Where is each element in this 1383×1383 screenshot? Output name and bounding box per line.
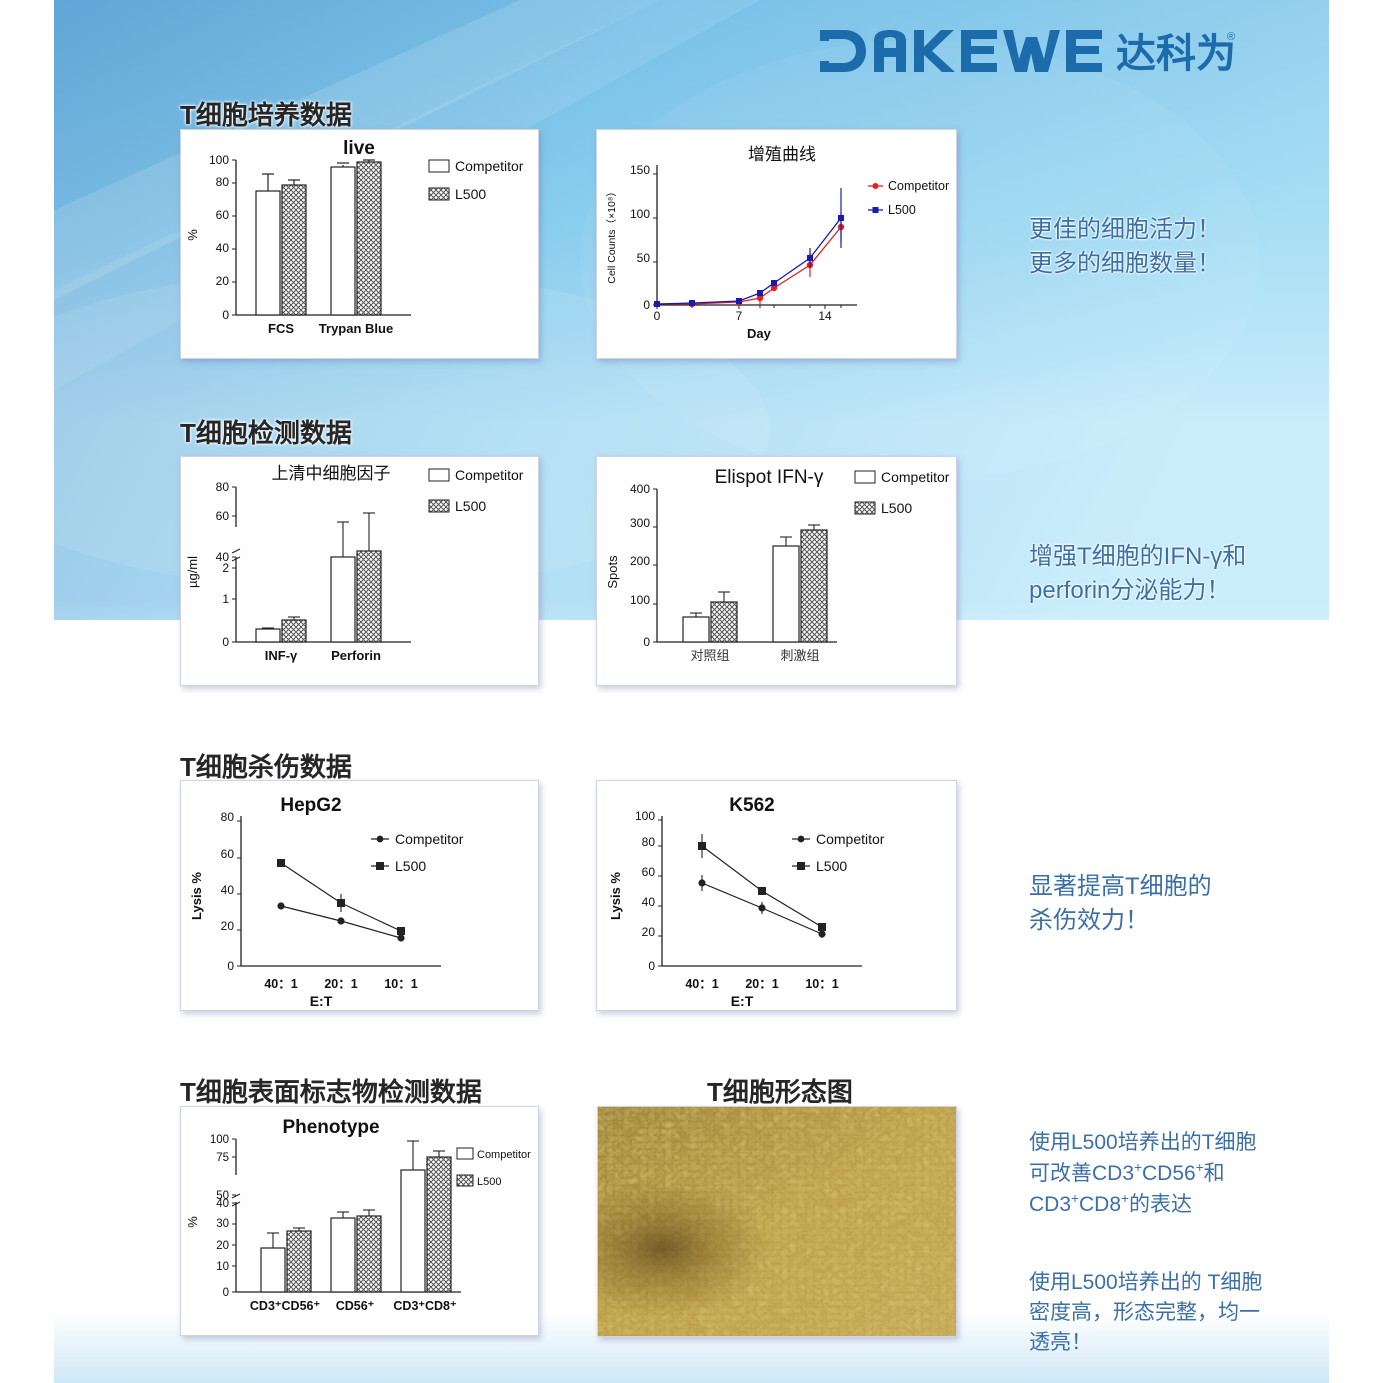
svg-text:CD3⁺CD56⁺: CD3⁺CD56⁺ <box>250 1299 321 1313</box>
svg-text:60: 60 <box>216 509 230 523</box>
svg-text:µg/ml: µg/ml <box>185 556 200 588</box>
svg-text:80: 80 <box>642 835 656 849</box>
svg-text:1: 1 <box>222 592 229 606</box>
svg-text:10：1: 10：1 <box>384 977 417 991</box>
svg-text:0: 0 <box>643 635 650 649</box>
svg-text:300: 300 <box>630 516 650 530</box>
svg-text:2: 2 <box>222 561 229 575</box>
svg-text:live: live <box>343 138 375 159</box>
svg-text:40: 40 <box>216 1198 229 1210</box>
svg-text:100: 100 <box>635 809 655 823</box>
svg-text:30: 30 <box>216 1218 229 1230</box>
svg-text:0: 0 <box>643 298 650 312</box>
svg-text:%: % <box>185 229 200 241</box>
svg-text:40：1: 40：1 <box>685 977 718 991</box>
svg-text:E:T: E:T <box>310 993 333 1009</box>
svg-text:L500: L500 <box>455 498 486 514</box>
svg-text:Cell Counts（×10⁸）: Cell Counts（×10⁸） <box>606 186 618 284</box>
svg-text:60: 60 <box>221 847 235 861</box>
svg-text:上清中细胞因子: 上清中细胞因子 <box>272 464 391 483</box>
svg-text:®: ® <box>1227 31 1235 43</box>
svg-text:20: 20 <box>216 274 230 288</box>
svg-text:%: % <box>185 1216 200 1228</box>
svg-text:K562: K562 <box>729 795 774 816</box>
svg-text:Competitor: Competitor <box>888 179 949 193</box>
svg-text:HepG2: HepG2 <box>280 795 341 816</box>
svg-text:Competitor: Competitor <box>816 831 885 847</box>
svg-text:达科为: 达科为 <box>1116 32 1236 76</box>
svg-text:10: 10 <box>216 1261 229 1273</box>
svg-text:增殖曲线: 增殖曲线 <box>748 145 816 164</box>
svg-text:0: 0 <box>222 308 229 322</box>
svg-text:0: 0 <box>648 959 655 973</box>
svg-text:E:T: E:T <box>731 993 754 1009</box>
svg-text:L500: L500 <box>888 203 916 217</box>
svg-text:Competitor: Competitor <box>455 467 524 483</box>
svg-text:100: 100 <box>630 593 650 607</box>
svg-text:40: 40 <box>642 895 656 909</box>
svg-text:刺激组: 刺激组 <box>780 648 819 663</box>
svg-text:Phenotype: Phenotype <box>282 1117 379 1138</box>
svg-text:Competitor: Competitor <box>477 1149 531 1161</box>
svg-text:Perforin: Perforin <box>331 648 381 663</box>
svg-text:60: 60 <box>216 208 230 222</box>
svg-text:对照组: 对照组 <box>690 648 729 663</box>
svg-text:40: 40 <box>221 883 235 897</box>
svg-text:50: 50 <box>637 251 651 265</box>
svg-text:Lysis %: Lysis % <box>189 872 204 920</box>
svg-text:0: 0 <box>654 309 661 323</box>
svg-text:20：1: 20：1 <box>745 977 778 991</box>
svg-text:0: 0 <box>222 635 229 649</box>
svg-text:CD56⁺: CD56⁺ <box>336 1299 375 1313</box>
svg-text:Day: Day <box>747 326 772 341</box>
svg-text:Competitor: Competitor <box>455 158 524 174</box>
svg-text:0: 0 <box>223 1287 229 1299</box>
svg-text:80: 80 <box>216 480 230 494</box>
svg-text:40: 40 <box>216 241 230 255</box>
svg-text:200: 200 <box>630 554 650 568</box>
svg-text:20: 20 <box>216 1240 229 1252</box>
svg-text:Elispot IFN-γ: Elispot IFN-γ <box>715 467 824 488</box>
svg-text:FCS: FCS <box>268 321 294 336</box>
svg-text:L500: L500 <box>477 1176 501 1188</box>
svg-text:75: 75 <box>216 1152 229 1164</box>
svg-text:Trypan Blue: Trypan Blue <box>319 321 393 336</box>
svg-text:CD3⁺CD8⁺: CD3⁺CD8⁺ <box>393 1299 457 1313</box>
svg-text:Lysis %: Lysis % <box>608 872 623 920</box>
svg-text:INF-γ: INF-γ <box>265 648 298 663</box>
svg-text:80: 80 <box>221 810 235 824</box>
svg-text:L500: L500 <box>455 186 486 202</box>
svg-text:100: 100 <box>630 207 650 221</box>
svg-text:400: 400 <box>630 482 650 496</box>
svg-text:7: 7 <box>736 309 743 323</box>
svg-text:L500: L500 <box>881 500 912 516</box>
svg-text:100: 100 <box>210 1134 229 1146</box>
svg-text:0: 0 <box>227 959 234 973</box>
svg-text:40：1: 40：1 <box>264 977 297 991</box>
svg-text:10：1: 10：1 <box>805 977 838 991</box>
svg-text:L500: L500 <box>395 858 426 874</box>
svg-text:Competitor: Competitor <box>881 469 950 485</box>
svg-text:L500: L500 <box>816 858 847 874</box>
svg-text:100: 100 <box>209 153 229 167</box>
svg-text:20: 20 <box>221 919 235 933</box>
svg-text:150: 150 <box>630 163 650 177</box>
svg-text:20：1: 20：1 <box>324 977 357 991</box>
svg-text:20: 20 <box>642 925 656 939</box>
svg-text:60: 60 <box>642 865 656 879</box>
svg-text:Competitor: Competitor <box>395 831 464 847</box>
svg-text:80: 80 <box>216 175 230 189</box>
svg-text:Spots: Spots <box>605 555 620 589</box>
svg-text:14: 14 <box>818 309 832 323</box>
